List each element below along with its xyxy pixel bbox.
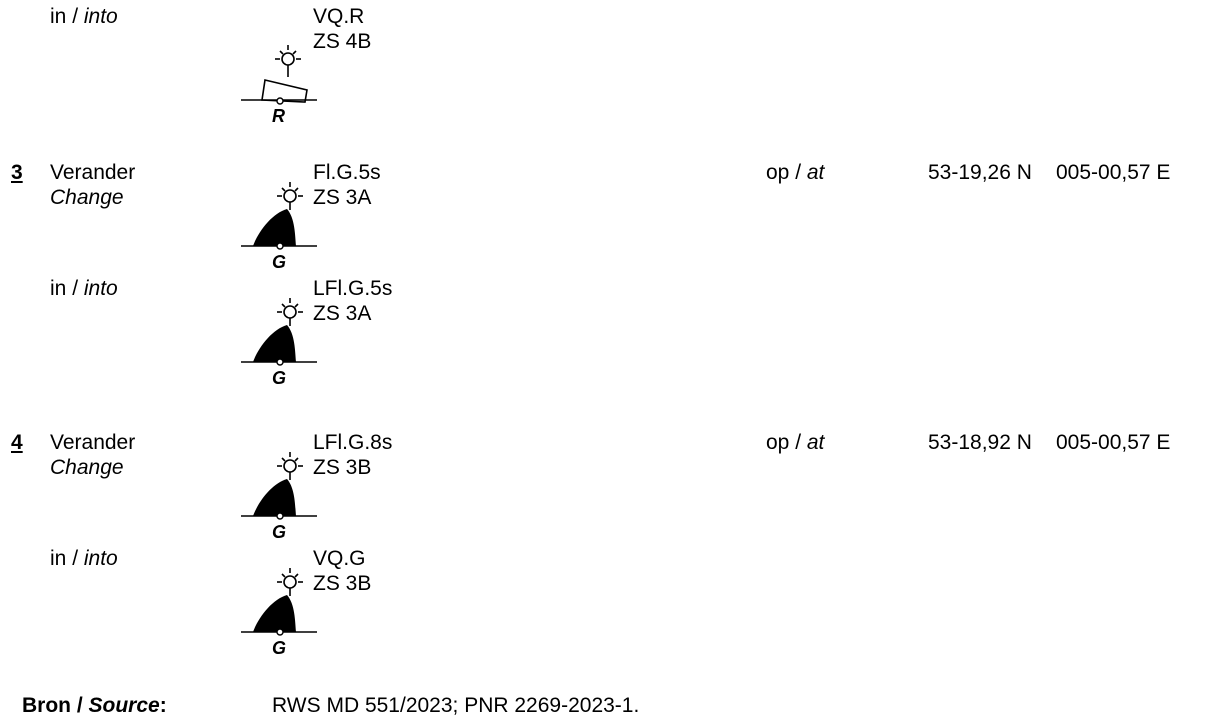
source-text: RWS MD 551/2023; PNR 2269-2023-1. [272, 694, 640, 717]
position-label-4: op / at [766, 431, 825, 454]
longitude-3: 005-00,57 E [1056, 161, 1171, 184]
light-character-1: Fl.G.5s [313, 161, 381, 184]
conical-buoy-icon [235, 296, 325, 386]
conical-buoy-icon [235, 566, 325, 656]
light-character-4: VQ.G [313, 547, 366, 570]
light-character-2: LFl.G.5s [313, 277, 393, 300]
buoy-code-1: ZS 3A [313, 186, 372, 209]
buoy-code-0: ZS 4B [313, 30, 372, 53]
entry-number-3: 3 [11, 161, 23, 184]
light-character-3: LFl.G.8s [313, 431, 393, 454]
source-label: Bron / Source: [22, 694, 167, 717]
latitude-3: 53-19,26 N [928, 161, 1032, 184]
buoy-color-letter-4: G [272, 638, 287, 658]
position-label-3: op / at [766, 161, 825, 184]
action-label-nl-4: Verander [50, 431, 136, 454]
buoy-color-letter-1: G [272, 252, 287, 272]
action-label-nl-3: Verander [50, 161, 136, 184]
entry-number-4: 4 [11, 431, 23, 454]
action-label-en-4: Change [50, 456, 124, 479]
action-label-en-3: Change [50, 186, 124, 209]
into-label-0: in / into [50, 5, 118, 28]
buoy-color-letter-3: G [272, 522, 287, 542]
buoy-color-letter-2: G [272, 368, 287, 388]
buoy-code-4: ZS 3B [313, 572, 372, 595]
longitude-4: 005-00,57 E [1056, 431, 1171, 454]
conical-buoy-icon [235, 450, 325, 540]
latitude-4: 53-18,92 N [928, 431, 1032, 454]
buoy-code-2: ZS 3A [313, 302, 372, 325]
buoy-code-3: ZS 3B [313, 456, 372, 479]
into-label-2: in / into [50, 277, 118, 300]
buoy-color-letter-0: R [272, 106, 285, 126]
can-buoy-icon [235, 40, 325, 130]
conical-buoy-icon [235, 180, 325, 270]
light-character-0: VQ.R [313, 5, 365, 28]
into-label-4: in / into [50, 547, 118, 570]
